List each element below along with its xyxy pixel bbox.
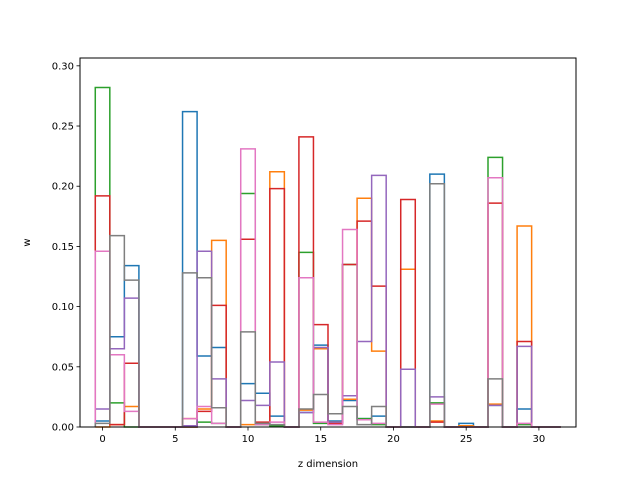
x-tick-label: 5 <box>172 434 178 445</box>
x-tick-label: 15 <box>314 434 327 445</box>
y-tick-label: 0.10 <box>52 302 74 313</box>
x-axis-label: z dimension <box>298 459 358 470</box>
y-tick-label: 0.00 <box>52 423 74 434</box>
x-tick-label: 0 <box>99 434 105 445</box>
y-tick-label: 0.25 <box>52 122 74 133</box>
y-tick-label: 0.20 <box>52 182 74 193</box>
x-tick-label: 25 <box>460 434 473 445</box>
y-tick-label: 0.15 <box>52 242 74 253</box>
x-axis: 0 5 10 15 20 25 30 <box>99 427 545 445</box>
x-tick-label: 10 <box>242 434 255 445</box>
y-tick-label: 0.05 <box>52 362 74 373</box>
x-tick-label: 30 <box>533 434 546 445</box>
y-axis: 0.00 0.05 0.10 0.15 0.20 0.25 0.30 <box>52 61 80 434</box>
y-tick-label: 0.30 <box>52 61 74 72</box>
x-tick-label: 20 <box>387 434 400 445</box>
plot-frame <box>79 57 577 428</box>
y-axis-label: w <box>22 238 33 246</box>
